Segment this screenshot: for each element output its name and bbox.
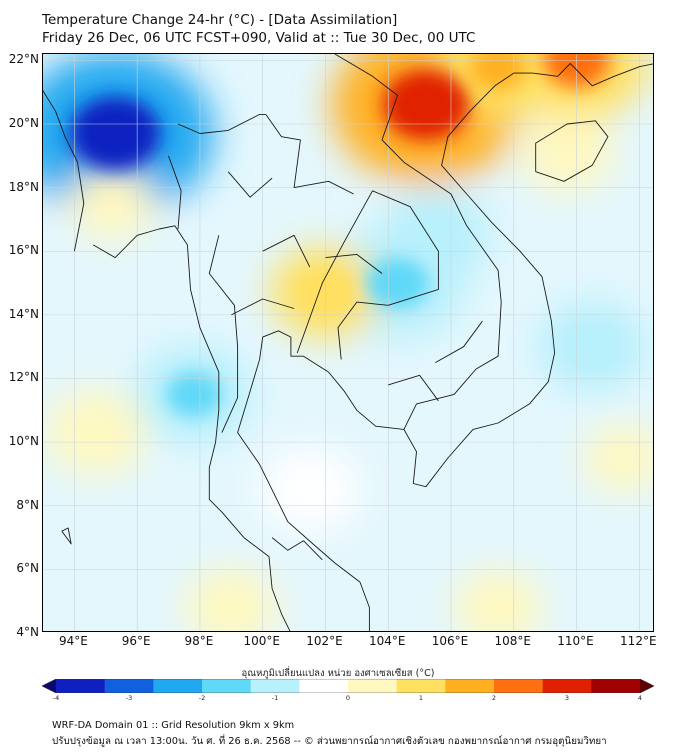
heatmap-field	[43, 54, 653, 631]
heatmap-core	[70, 54, 618, 417]
coastlines	[43, 54, 653, 631]
colorbar-tick: -3	[125, 694, 133, 702]
heatmap-blob	[453, 570, 543, 631]
lat-label: 16°N	[8, 243, 39, 258]
colorbar-tick: 3	[564, 694, 570, 702]
heatmap-blob	[69, 168, 155, 239]
colorbar-max-arrow	[640, 679, 654, 693]
lon-label: 112°E	[620, 634, 657, 648]
lat-label: 14°N	[8, 306, 39, 321]
colorbar-cell	[494, 679, 544, 693]
coastline-segment	[265, 114, 354, 195]
colorbar	[42, 679, 654, 693]
lat-label: 18°N	[8, 179, 39, 194]
heatmap-core-blob	[70, 96, 161, 171]
footer-model-info: WRF-DA Domain 01 :: Grid Resolution 9km …	[52, 720, 295, 731]
lat-label: 6°N	[16, 561, 39, 576]
colorbar-cell	[299, 679, 349, 693]
heatmap-blob	[583, 424, 653, 492]
coastline-segment	[535, 120, 609, 182]
colorbar-cell	[153, 679, 203, 693]
colorbar-tick: -2	[198, 694, 206, 702]
colorbar-tick: -1	[271, 694, 279, 702]
lon-label: 108°E	[494, 634, 532, 648]
lon-label: 94°E	[58, 634, 88, 648]
coastline-segment	[296, 190, 439, 360]
coastline-segment	[262, 234, 311, 268]
map-panel[interactable]	[42, 53, 654, 632]
lon-label: 98°E	[184, 634, 214, 648]
coastline-segment	[92, 225, 291, 631]
lat-label: 20°N	[8, 115, 39, 130]
heatmap-core-blob	[566, 325, 618, 368]
graticule	[43, 54, 653, 631]
colorbar-cell	[56, 679, 106, 693]
coastline-segment	[334, 54, 502, 430]
colorbar-cell	[202, 679, 252, 693]
colorbar-tick: 1	[418, 694, 424, 702]
lat-label: 12°N	[8, 370, 39, 385]
coastline-segment	[227, 171, 273, 198]
coastline-segment	[435, 320, 483, 363]
colorbar-cell	[591, 679, 641, 693]
colorbar-tick: -4	[52, 694, 60, 702]
colorbar-cell	[445, 679, 495, 693]
heatmap-blob	[184, 568, 278, 631]
colorbar-cells	[42, 679, 654, 693]
lat-label: 22°N	[8, 52, 39, 67]
colorbar-title: อุณหภูมิเปลี่ยนแปลง หน่วย องศาเซลเซียส (…	[241, 668, 435, 679]
colorbar-cell	[348, 679, 398, 693]
lat-label: 10°N	[8, 434, 39, 449]
colorbar-cell	[396, 679, 446, 693]
map-title: Temperature Change 24-hr (°C) - [Data As…	[42, 12, 398, 28]
lon-label: 104°E	[368, 634, 406, 648]
coastline-segment	[325, 253, 383, 274]
lon-label: 102°E	[306, 634, 343, 648]
coastline-segment	[388, 374, 439, 402]
coastline-segment	[231, 298, 295, 316]
colorbar-tick: 4	[637, 694, 643, 702]
lon-label: 96°E	[121, 634, 151, 648]
colorbar-cell	[104, 679, 154, 693]
footer-credit: ปรับปรุงข้อมูล ณ เวลา 13:00น. วัน ศ. ที่…	[52, 736, 607, 747]
lat-label: 4°N	[16, 625, 39, 639]
colorbar-cell	[250, 679, 300, 693]
heatmap-blob	[45, 390, 148, 475]
heatmap-core-blob	[469, 54, 527, 90]
colorbar-min-arrow	[42, 679, 56, 693]
coastline-segment	[177, 113, 266, 134]
heatmap-blob	[520, 113, 614, 192]
colorbar-tick: 0	[345, 694, 351, 702]
heatmap-core-blob	[382, 69, 470, 141]
coastline-segment	[168, 155, 182, 230]
lon-label: 106°E	[431, 634, 469, 648]
lon-label: 110°E	[557, 634, 594, 648]
colorbar-tick: 2	[491, 694, 497, 702]
coastline-segment	[61, 527, 72, 545]
map-subtitle: Friday 26 Dec, 06 UTC FCST+090, Valid at…	[42, 30, 476, 46]
heatmap-core-blob	[366, 257, 429, 309]
coastline-segment	[208, 235, 239, 433]
coastline-segment	[43, 89, 85, 252]
heatmap-blob	[258, 447, 361, 533]
lat-label: 8°N	[16, 497, 39, 512]
heatmap-core-blob	[166, 372, 221, 417]
colorbar-cell	[542, 679, 592, 693]
lon-label: 100°E	[243, 634, 280, 648]
coastline-segment	[237, 63, 653, 631]
coastline-segment	[271, 537, 323, 561]
heatmap-core-blob	[410, 214, 461, 257]
temperature-change-map	[43, 54, 653, 631]
